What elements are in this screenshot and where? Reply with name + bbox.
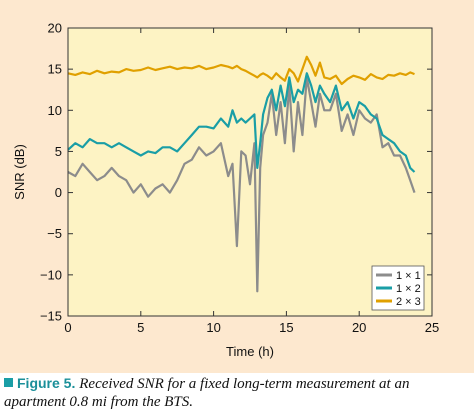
snr-line-chart: 0 5 10 15 20 25 −15 −10 −5 0 5 10 15 20 Time (h) SNR …	[12, 21, 439, 360]
figure-caption: Figure 5. Received SNR for a fixed long-…	[4, 375, 472, 411]
x-tick-label: 15	[279, 320, 293, 335]
chart-panel: 0 5 10 15 20 25 −15 −10 −5 0 5 10 15 20 Time (h) SNR …	[0, 0, 474, 373]
x-tick-label: 5	[137, 320, 144, 335]
legend-entry: 1 × 2	[396, 283, 421, 295]
ticks-layer: 0 5 10 15 20 25 −15 −10 −5 0 5 10 15 20	[40, 21, 439, 336]
x-tick-label: 0	[64, 320, 71, 335]
y-tick-label: −15	[40, 309, 62, 324]
caption-label: Figure 5.	[17, 375, 76, 391]
x-axis-label: Time (h)	[226, 344, 274, 359]
y-tick-label: 5	[55, 144, 62, 159]
caption-text: Received SNR for a fixed long-term measu…	[4, 376, 410, 410]
series-line-2	[67, 72, 416, 173]
y-tick-label: 15	[48, 62, 62, 77]
x-tick-label: 10	[206, 320, 220, 335]
series-layer	[67, 55, 416, 293]
series-line-1	[67, 76, 416, 293]
y-tick-label: −10	[40, 267, 62, 282]
x-tick-label: 25	[425, 320, 439, 335]
legend-entry: 2 × 3	[396, 296, 421, 308]
plot-frame	[67, 27, 433, 317]
legend: 1 × 11 × 22 × 3	[371, 265, 425, 311]
caption-marker-icon	[4, 378, 13, 387]
x-tick-label: 20	[352, 320, 366, 335]
y-tick-label: −5	[47, 226, 62, 241]
y-axis-label: SNR (dB)	[12, 144, 27, 200]
y-tick-label: 10	[48, 103, 62, 118]
plot-area	[68, 28, 432, 316]
y-tick-label: 0	[55, 185, 62, 200]
series-line-3	[67, 55, 415, 86]
legend-entry: 1 × 1	[396, 270, 421, 282]
y-tick-label: 20	[48, 21, 62, 36]
